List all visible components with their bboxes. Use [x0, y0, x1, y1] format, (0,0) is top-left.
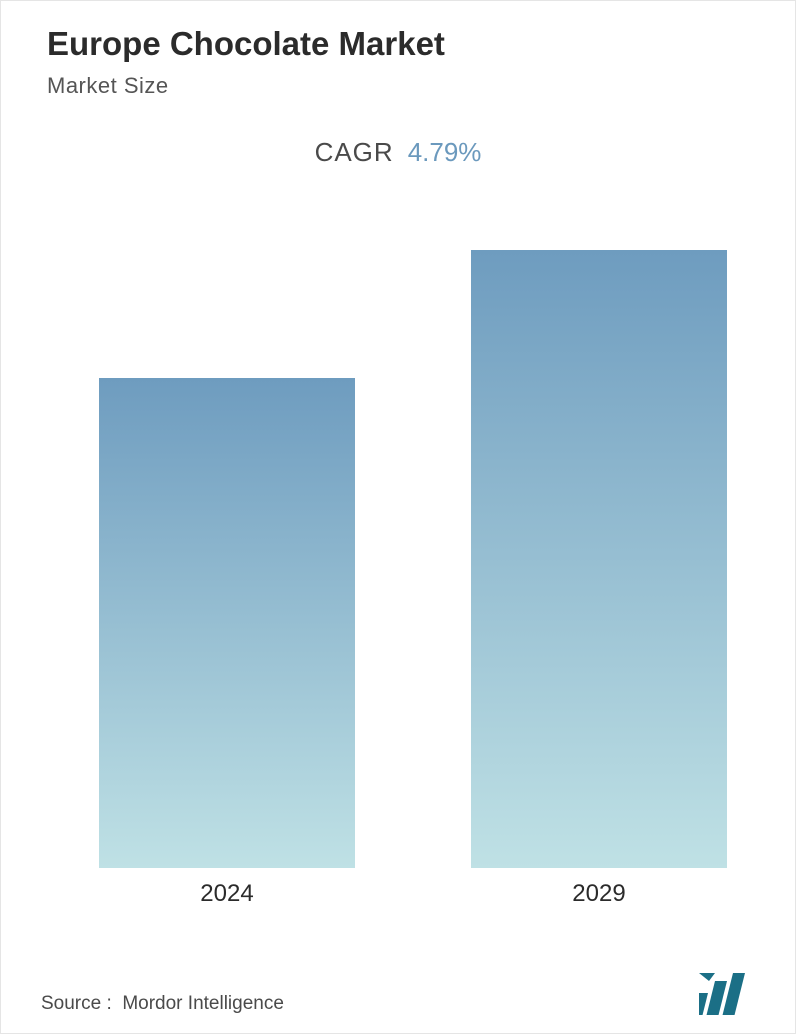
bar-label-2029: 2029 — [471, 880, 727, 908]
page-subtitle: Market Size — [47, 73, 755, 99]
source-prefix: Source : — [41, 993, 112, 1014]
chart-page: Europe Chocolate Market Market Size CAGR… — [0, 0, 796, 1034]
source-text: Source : Mordor Intelligence — [41, 993, 284, 1015]
bar-fill — [471, 250, 727, 868]
bar-2024 — [99, 378, 355, 868]
cagr-value: 4.79% — [408, 137, 482, 167]
mordor-logo-icon — [699, 973, 755, 1015]
source-name: Mordor Intelligence — [122, 993, 284, 1014]
cagr-row: CAGR 4.79% — [41, 137, 755, 168]
bar-fill — [99, 378, 355, 868]
bar-label-2024: 2024 — [99, 880, 355, 908]
bar-2029 — [471, 250, 727, 868]
bar-chart: 2024 2029 — [41, 208, 755, 908]
page-title: Europe Chocolate Market — [47, 25, 755, 63]
footer: Source : Mordor Intelligence — [41, 973, 755, 1015]
cagr-label: CAGR — [315, 137, 394, 167]
